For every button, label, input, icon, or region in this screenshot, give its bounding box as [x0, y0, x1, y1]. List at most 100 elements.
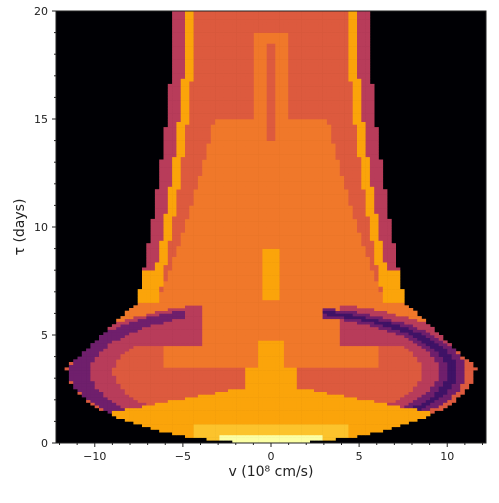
heatmap-cell: [266, 278, 272, 282]
heatmap-cell: [146, 294, 151, 298]
heatmap-cell: [133, 394, 138, 398]
heatmap-cell: [348, 348, 353, 352]
heatmap-cell: [197, 278, 203, 282]
heatmap-cell: [253, 316, 259, 320]
heatmap-cell: [468, 367, 474, 371]
heatmap-cell: [146, 424, 151, 428]
heatmap-cell: [189, 418, 194, 422]
heatmap-cell: [404, 324, 409, 328]
heatmap-cell: [245, 383, 250, 387]
heatmap-cell: [344, 321, 349, 325]
heatmap-cell: [374, 278, 379, 282]
heatmap-cell: [331, 275, 336, 279]
heatmap-cell: [361, 262, 366, 266]
heatmap-cell: [344, 405, 349, 409]
heatmap-cell: [77, 380, 83, 384]
heatmap-cell: [430, 364, 435, 368]
heatmap-cell: [94, 397, 100, 401]
heatmap-cell: [309, 418, 315, 422]
heatmap-cell: [288, 359, 293, 363]
heatmap-cell: [451, 386, 457, 390]
heatmap-cell: [314, 434, 319, 438]
heatmap-cell: [210, 394, 216, 398]
heatmap-cell: [159, 356, 164, 360]
heatmap-cell: [352, 402, 358, 406]
heatmap-cell: [236, 316, 242, 320]
heatmap-cell: [77, 359, 83, 363]
heatmap-cell: [129, 332, 134, 336]
heatmap-cell: [142, 299, 147, 303]
heatmap-cell: [391, 337, 396, 341]
heatmap-cell: [142, 326, 147, 330]
heatmap-cell: [206, 275, 212, 279]
heatmap-cell: [339, 429, 345, 433]
heatmap-cell: [185, 418, 190, 422]
heatmap-cell: [378, 364, 384, 368]
heatmap-cell: [412, 364, 418, 368]
heatmap-cell: [189, 310, 194, 314]
heatmap-cell: [378, 337, 384, 341]
heatmap-cell: [219, 332, 224, 336]
heatmap-cell: [395, 337, 401, 341]
heatmap-cell: [391, 351, 396, 355]
heatmap-cell: [322, 343, 328, 347]
heatmap-cell: [124, 402, 130, 406]
heatmap-cell: [378, 283, 384, 287]
heatmap-cell: [318, 399, 323, 403]
heatmap-cell: [357, 424, 362, 428]
heatmap-cell: [391, 364, 396, 368]
heatmap-cell: [288, 402, 293, 406]
heatmap-cell: [391, 321, 396, 325]
heatmap-cell: [275, 318, 280, 322]
heatmap-cell: [326, 405, 332, 409]
heatmap-cell: [344, 302, 349, 306]
heatmap-cell: [271, 416, 276, 419]
heatmap-cell: [236, 434, 242, 438]
heatmap-cell: [180, 399, 186, 403]
heatmap-cell: [296, 386, 302, 390]
heatmap-cell: [326, 362, 332, 365]
heatmap-cell: [430, 378, 435, 382]
heatmap-cell: [146, 316, 151, 320]
heatmap-cell: [185, 283, 190, 287]
heatmap-cell: [167, 426, 173, 430]
heatmap-cell: [404, 367, 409, 371]
heatmap-cell: [400, 399, 405, 403]
heatmap-cell: [73, 380, 78, 384]
heatmap-cell: [68, 375, 74, 379]
heatmap-cell: [357, 262, 362, 266]
heatmap-cell: [352, 426, 358, 430]
heatmap-cell: [232, 402, 237, 406]
heatmap-cell: [314, 405, 319, 409]
heatmap-cell: [314, 380, 319, 384]
heatmap-cell: [348, 432, 353, 436]
heatmap-cell: [107, 326, 113, 330]
heatmap-cell: [210, 432, 216, 436]
heatmap-cell: [352, 291, 358, 295]
heatmap-cell: [309, 359, 315, 363]
heatmap-cell: [374, 386, 379, 390]
heatmap-cell: [266, 359, 272, 363]
heatmap-cell: [292, 413, 298, 417]
heatmap-cell: [305, 291, 310, 295]
heatmap-cell: [206, 332, 212, 336]
heatmap-cell: [331, 270, 336, 274]
heatmap-cell: [288, 418, 293, 422]
heatmap-cell: [357, 343, 362, 347]
heatmap-cell: [193, 370, 199, 374]
heatmap-cell: [193, 399, 199, 403]
heatmap-cell: [369, 372, 375, 376]
heatmap-cell: [421, 389, 427, 392]
heatmap-cell: [326, 380, 332, 384]
heatmap-cell: [245, 278, 250, 282]
heatmap-cell: [240, 362, 246, 365]
heatmap-cell: [206, 386, 212, 390]
heatmap-cell: [215, 410, 220, 414]
heatmap-cell: [167, 318, 173, 322]
heatmap-cell: [245, 378, 250, 382]
heatmap-cell: [400, 337, 405, 341]
heatmap-cell: [326, 359, 332, 363]
heatmap-cell: [94, 383, 100, 387]
heatmap-cell: [395, 286, 401, 290]
heatmap-cell: [228, 367, 233, 371]
